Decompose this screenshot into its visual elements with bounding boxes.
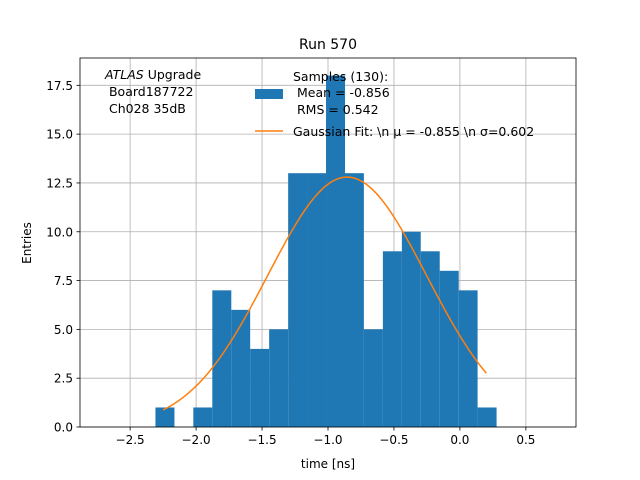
histogram-bar (193, 407, 213, 427)
histogram-bar (458, 290, 478, 427)
legend-fit-label: Gaussian Fit: \n μ = -0.855 \n σ=0.602 (293, 124, 534, 139)
x-axis-ticks: −2.5 −2.0 −1.5 −1.0 −0.5 0.0 0.5 (116, 427, 535, 447)
histogram-bar (326, 75, 346, 428)
histogram-bar (477, 407, 497, 427)
histogram-bar (420, 251, 440, 427)
x-tick-label: −1.5 (247, 433, 276, 447)
y-tick-label: 10.0 (46, 225, 73, 239)
y-tick-label: 12.5 (46, 176, 73, 190)
y-tick-label: 15.0 (46, 128, 73, 142)
histogram-bar (155, 407, 175, 427)
atlas-annotation: ATLAS Upgrade Board187722 Ch028 35dB (104, 67, 201, 116)
y-tick-label: 17.5 (46, 79, 73, 93)
histogram-bar (439, 270, 459, 427)
annotation-atlas: ATLAS (104, 67, 144, 82)
legend: Samples (130): Mean = -0.856 RMS = 0.542… (255, 69, 534, 139)
y-tick-label: 2.5 (54, 372, 73, 386)
histogram-bar (231, 309, 251, 427)
legend-histogram-line-3: RMS = 0.542 (293, 102, 379, 117)
annotation-upgrade: Upgrade (144, 67, 202, 82)
histogram-bar (212, 290, 232, 427)
annotation-line-1: ATLAS Upgrade (104, 67, 201, 82)
histogram-bar (401, 231, 421, 427)
y-tick-label: 7.5 (54, 274, 73, 288)
legend-histogram-line-2: Mean = -0.856 (293, 85, 390, 100)
x-axis-label: time [ns] (301, 457, 355, 471)
histogram-bar (288, 173, 308, 427)
histogram-bar (307, 173, 327, 427)
chart-title: Run 570 (299, 37, 357, 53)
histogram-bar (250, 348, 270, 427)
x-tick-label: −0.5 (379, 433, 408, 447)
annotation-line-3: Ch028 35dB (105, 101, 186, 116)
y-axis-ticks: 0.0 2.5 5.0 7.5 10.0 12.5 15.0 17.5 (46, 79, 80, 435)
histogram-bar (345, 173, 364, 427)
x-tick-label: −2.0 (182, 433, 211, 447)
annotation-line-2: Board187722 (105, 84, 193, 99)
x-tick-label: 0.0 (450, 433, 469, 447)
histogram-bar (363, 329, 383, 427)
histogram-bar (269, 329, 289, 427)
x-tick-label: −1.0 (313, 433, 342, 447)
y-tick-label: 0.0 (54, 421, 73, 435)
histogram-bar (382, 251, 402, 427)
gaussian-fit-line (162, 176, 487, 411)
y-tick-label: 5.0 (54, 323, 73, 337)
legend-histogram-line-1: Samples (130): (293, 69, 388, 84)
y-axis-label: Entries (20, 222, 34, 264)
x-tick-label: 0.5 (516, 433, 535, 447)
x-tick-label: −2.5 (116, 433, 145, 447)
legend-histogram-swatch (255, 89, 283, 99)
